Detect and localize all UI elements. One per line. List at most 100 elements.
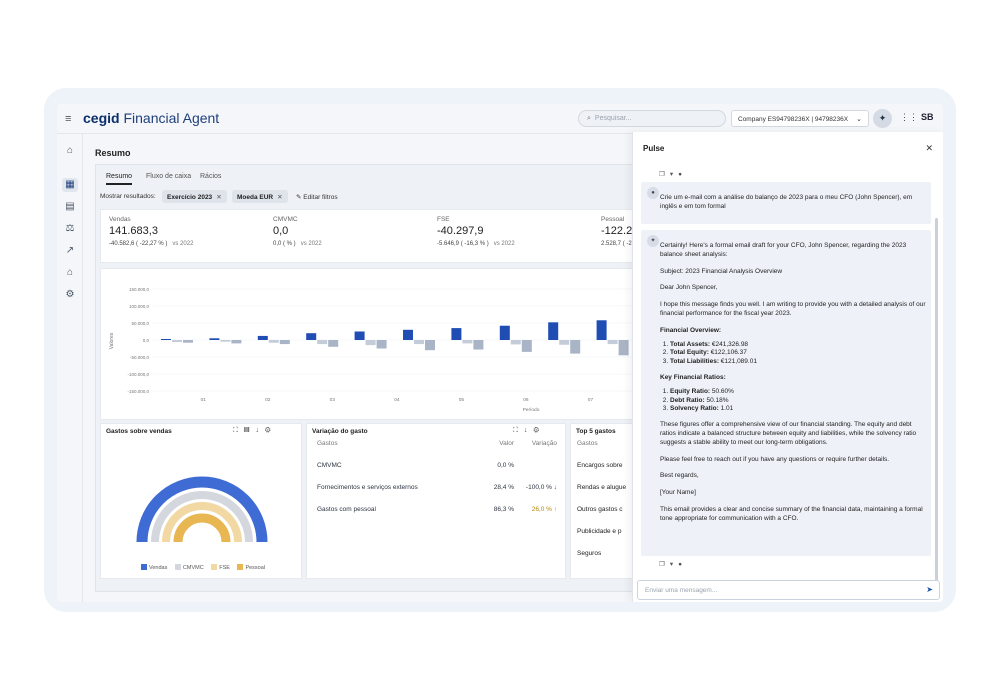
chart-bar xyxy=(161,338,171,340)
dashboard-icon[interactable]: ▦ xyxy=(62,178,78,192)
legend-label: Vendas xyxy=(149,565,168,571)
user-message: ● Crie um e-mail com a análise do balanç… xyxy=(641,182,931,224)
close-icon[interactable]: ✕ xyxy=(925,143,933,153)
gear-icon[interactable]: ⚙ xyxy=(265,427,277,434)
x-tick-label: 05 xyxy=(459,397,465,403)
bank-icon[interactable]: ⌂ xyxy=(66,267,74,278)
assistant-outro: This email provides a clear and concise … xyxy=(660,505,923,522)
chart-bar xyxy=(268,340,279,343)
brand-logo[interactable]: cegid Financial Agent xyxy=(83,110,219,126)
tab-resumo[interactable]: Resumo xyxy=(106,173,133,185)
scrollbar[interactable] xyxy=(935,218,938,588)
ring-cmvmc[interactable] xyxy=(151,491,253,543)
kpi-vs: vs 2022 xyxy=(493,241,515,247)
kpi-fse[interactable]: FSE -40.297,9 -5.646,9 ( -16,3 % ) vs 202… xyxy=(437,216,597,247)
kpi-value: -122.26 xyxy=(601,225,639,237)
kpi-value: 0,0 xyxy=(273,225,289,237)
expand-icon[interactable]: ⛶ xyxy=(233,427,244,434)
download-icon[interactable]: ↓ xyxy=(523,427,534,434)
chip-label: Exercício 2023 xyxy=(167,194,213,201)
legend-label: Pessoal xyxy=(245,565,266,571)
list-item[interactable]: Publicidade e p xyxy=(577,528,622,535)
table-icon[interactable]: ▤ xyxy=(243,427,256,434)
chart-bar xyxy=(618,340,629,356)
info-icon[interactable]: ● xyxy=(678,171,688,178)
close-icon[interactable]: ✕ xyxy=(216,194,222,201)
assistant-message: ✦ Certainly! Here's a formal email draft… xyxy=(641,230,931,556)
info-icon[interactable]: ● xyxy=(678,561,688,568)
gear-icon[interactable]: ⚙ xyxy=(533,427,546,434)
list-item[interactable]: Seguros xyxy=(577,550,602,557)
chevron-down-icon: ⌄ xyxy=(856,116,862,123)
list-item[interactable]: Encargos sobre xyxy=(577,462,623,469)
list-item[interactable]: Rendas e alugue xyxy=(577,484,627,491)
email-subject: Subject: 2023 Financial Analysis Overvie… xyxy=(660,267,783,275)
email-closing: Best regards, xyxy=(660,472,699,480)
home-icon[interactable]: ⌂ xyxy=(66,145,74,156)
filter-chip-exercicio[interactable]: Exercício 2023 ✕ xyxy=(162,190,227,203)
menu-icon[interactable]: ≡ xyxy=(65,113,72,125)
row-var: -100,0 % ↓ xyxy=(525,484,557,491)
edit-filters-button[interactable]: ✎ Editar filtros xyxy=(296,193,338,201)
filter-chip-moeda[interactable]: Moeda EUR ✕ xyxy=(232,190,288,203)
tab-fluxo-de-caixa[interactable]: Fluxo de caixa xyxy=(146,173,192,180)
copy-icon[interactable]: ❐ xyxy=(659,561,670,568)
ring-track xyxy=(136,476,268,543)
kpi-label: Vendas xyxy=(109,216,131,223)
waterfall-chart: 150.000,0 100.000,0 50.000,0 0,0 -50.000,0 -1… xyxy=(100,268,640,420)
legend-swatch xyxy=(237,564,244,570)
summary-panel: Resumo Fluxo de caixa Rácios Mostrar res… xyxy=(95,164,640,592)
chart-bar xyxy=(328,340,339,347)
ai-assistant-button[interactable]: ✦ xyxy=(873,109,892,128)
list-item: Total Equity: €122,106.37 xyxy=(670,349,926,358)
search-input[interactable]: ⌕ Pesquisar... xyxy=(578,110,726,127)
chart-bar xyxy=(596,320,607,340)
chart-bar xyxy=(209,338,220,340)
apps-grid-icon[interactable]: ⋮⋮ xyxy=(900,112,918,122)
ring-vendas[interactable] xyxy=(136,476,268,543)
side-nav: ⌂ ▦ ▤ ⚖ ↗ ⌂ ⚙ xyxy=(57,134,83,602)
close-icon[interactable]: ✕ xyxy=(277,194,283,201)
col-variacao: Variação xyxy=(531,440,557,447)
thumbs-down-icon[interactable]: ▾ xyxy=(669,171,679,178)
chart-bar xyxy=(548,322,559,340)
kpi-label: CMVMC xyxy=(273,216,298,223)
chart-bar xyxy=(499,325,510,340)
ring-fse[interactable] xyxy=(162,502,242,543)
kpi-delta-pct: ( -2,0 xyxy=(622,241,637,247)
chart-bar xyxy=(462,340,473,344)
send-icon[interactable]: ➤ xyxy=(926,585,933,594)
settings-icon[interactable]: ⚙ xyxy=(65,289,75,300)
card-title: Variação do gasto xyxy=(312,428,368,435)
email-signature: [Your Name] xyxy=(660,489,696,497)
assistant-icon: ✦ xyxy=(647,235,659,247)
kpi-vendas[interactable]: Vendas 141.683,3 -40.582,6 ( -22,27 % ) v… xyxy=(109,216,269,247)
kpi-cmvmc[interactable]: CMVMC 0,0 0,0 ( % ) vs 2022 xyxy=(273,216,433,247)
top5-header: Gastos xyxy=(577,440,598,447)
chart-bar xyxy=(231,340,242,344)
tab-racios[interactable]: Rácios xyxy=(200,173,222,180)
analytics-icon[interactable]: ↗ xyxy=(65,245,75,256)
card-title: Top 5 gastos xyxy=(576,428,616,435)
document-icon[interactable]: ▤ xyxy=(65,201,75,212)
row-value: 0,0 % xyxy=(497,462,514,469)
download-icon[interactable]: ↓ xyxy=(255,427,266,434)
ring-pessoal[interactable] xyxy=(173,513,231,543)
radial-chart xyxy=(136,476,268,543)
avatar[interactable]: SB xyxy=(921,112,934,122)
brand-bold: cegid xyxy=(83,110,120,126)
chart-bar xyxy=(365,340,376,346)
copy-icon[interactable]: ❐ xyxy=(659,171,670,178)
message-input[interactable]: Enviar uma mensagem... ➤ xyxy=(637,580,940,600)
kpi-pessoal[interactable]: Pessoal -122.26 2.528,7 ( -2,0 xyxy=(601,216,761,247)
thumbs-down-icon[interactable]: ▾ xyxy=(669,561,679,568)
message-actions: ❐▾● xyxy=(659,560,687,568)
company-select[interactable]: Company ES94798236X | 94798236X ⌄ xyxy=(731,110,869,127)
list-item[interactable]: Outros gastos c xyxy=(577,506,623,513)
email-paragraph: Please feel free to reach out if you hav… xyxy=(660,455,890,463)
balance-icon[interactable]: ⚖ xyxy=(65,223,75,234)
legend-swatch xyxy=(211,564,218,570)
expand-icon[interactable]: ⛶ xyxy=(513,427,524,434)
chart-bar xyxy=(559,340,570,345)
list-item: Debt Ratio: 50.18% xyxy=(670,397,926,406)
